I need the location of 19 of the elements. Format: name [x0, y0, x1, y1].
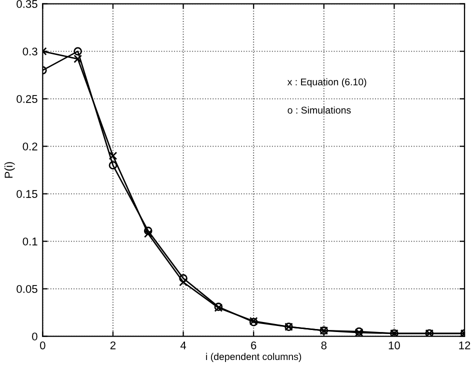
x-tick-label: 6 [251, 341, 256, 350]
y-tick-label: 0.25 [16, 95, 38, 103]
y-tick-label: 0 [32, 332, 38, 340]
y-tick-label: 0.1 [22, 238, 38, 246]
y-tick-label: 0.2 [22, 142, 38, 150]
y-tick-label: 0.35 [16, 0, 38, 8]
x-tick-label: 0 [40, 341, 46, 350]
x-axis-title: i (dependent columns) [206, 352, 302, 362]
x-tick-label: 2 [110, 341, 116, 350]
x-tick-label: 12 [459, 341, 470, 350]
y-axis-title: P(i) [4, 162, 15, 178]
annotation: x : Equation (6.10) [287, 78, 366, 88]
y-tick-label: 0.05 [16, 285, 38, 293]
y-tick-label: 0.3 [22, 48, 38, 56]
x-tick-label: 4 [180, 342, 186, 350]
x-tick-label: 8 [321, 341, 327, 350]
x-tick-label: 10 [388, 341, 400, 350]
annotation: o : Simulations [288, 106, 351, 114]
y-tick-label: 0.15 [16, 190, 38, 198]
